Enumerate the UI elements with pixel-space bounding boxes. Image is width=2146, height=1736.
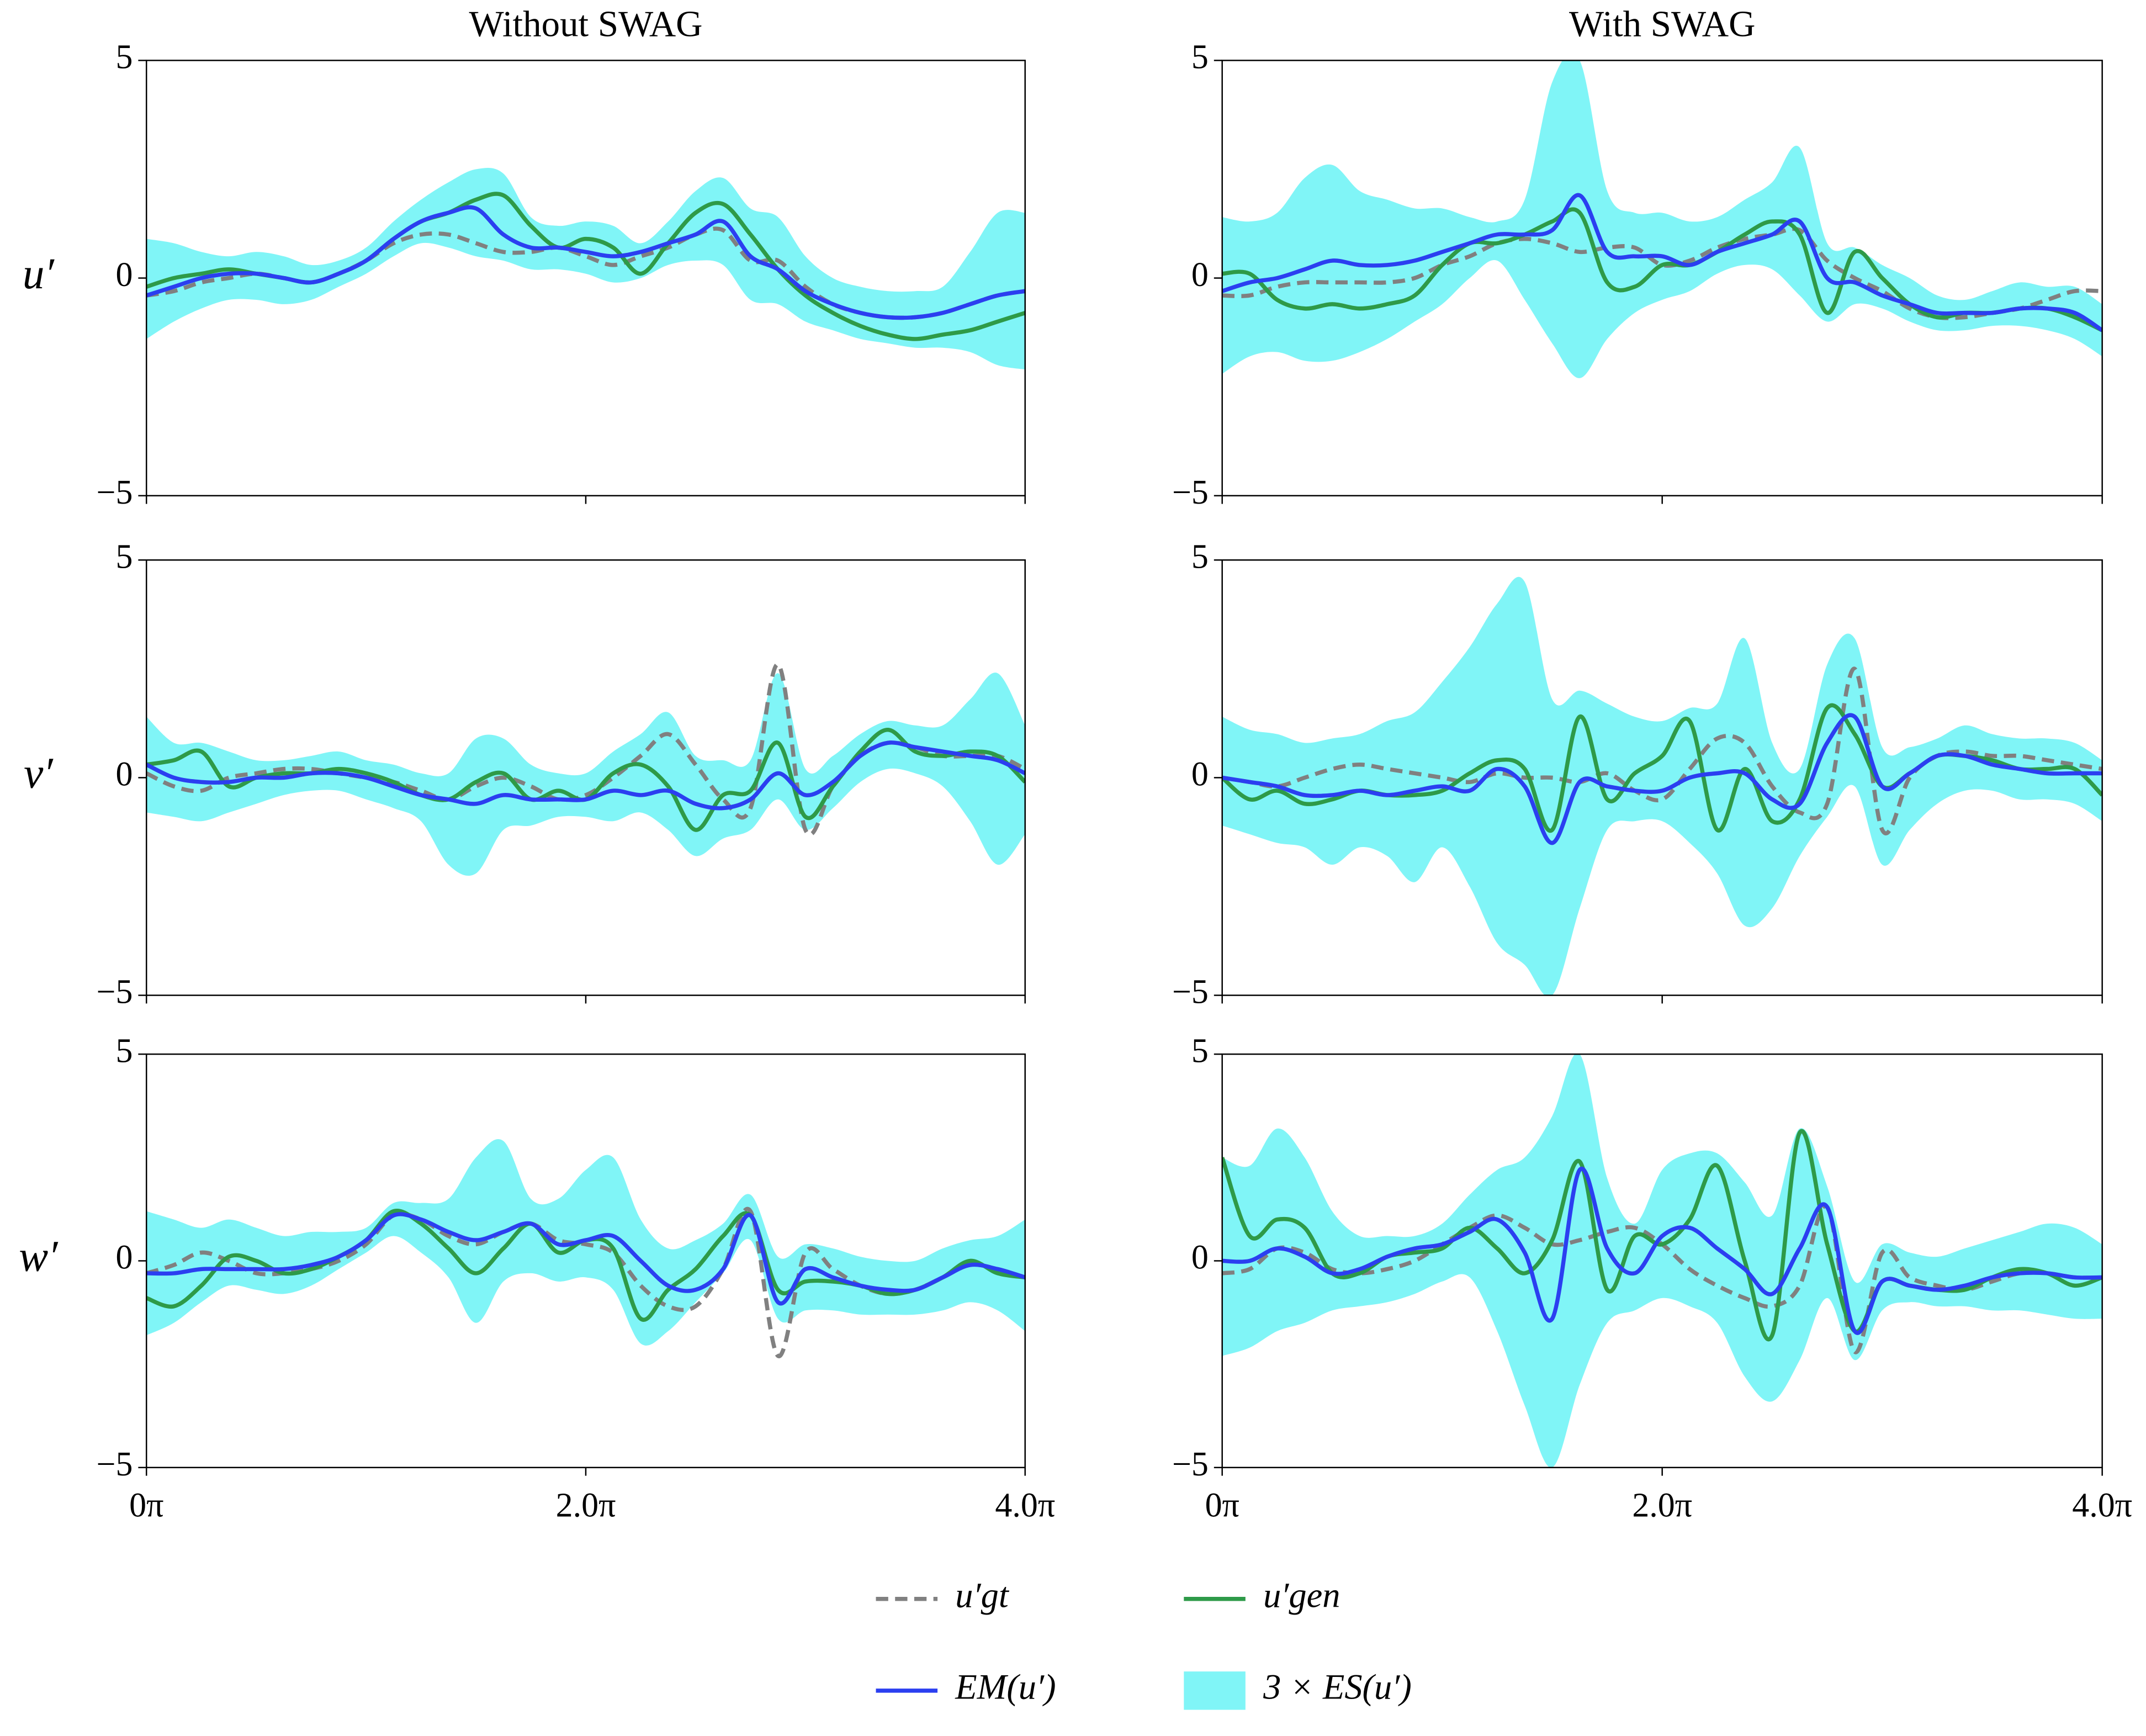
y-tick-label: −5 bbox=[97, 474, 133, 511]
legend-label: 3 × ES(u′) bbox=[1263, 1668, 1412, 1707]
y-axis-label: v′ bbox=[24, 749, 54, 798]
y-tick-label: 5 bbox=[1191, 538, 1209, 575]
y-tick-label: 5 bbox=[115, 1032, 133, 1070]
x-tick-label: 0π bbox=[129, 1486, 163, 1524]
y-tick-label: 0 bbox=[1191, 756, 1209, 793]
series-line bbox=[1222, 1166, 2102, 1335]
y-tick-label: 0 bbox=[1191, 256, 1209, 294]
ground-truth-line bbox=[1222, 226, 2102, 320]
uncertainty-band bbox=[1222, 576, 2102, 996]
legend-label: EM(u′) bbox=[955, 1668, 1056, 1707]
y-tick-label: 0 bbox=[115, 756, 133, 793]
uncertainty-band bbox=[1222, 1054, 2102, 1468]
series-line bbox=[146, 205, 1025, 320]
panel-title: Without SWAG bbox=[469, 3, 702, 44]
y-tick-label: 5 bbox=[115, 39, 133, 76]
x-tick-label: 2.0π bbox=[1632, 1486, 1692, 1524]
uncertainty-band bbox=[1222, 60, 2102, 378]
y-tick-label: −5 bbox=[97, 973, 133, 1011]
y-axis-label: w′ bbox=[19, 1232, 59, 1281]
x-tick-label: 4.0π bbox=[995, 1486, 1055, 1524]
y-tick-label: 5 bbox=[1191, 1032, 1209, 1070]
legend-label: u′gt bbox=[955, 1576, 1010, 1615]
ground-truth-line bbox=[1222, 1204, 2102, 1354]
plot-area bbox=[146, 1139, 1025, 1358]
y-tick-label: 0 bbox=[115, 256, 133, 294]
panel-title: With SWAG bbox=[1569, 3, 1755, 44]
legend-label: u′gen bbox=[1263, 1576, 1340, 1615]
plot-area bbox=[1222, 576, 2102, 996]
series-line bbox=[1222, 713, 2102, 845]
y-tick-label: 0 bbox=[115, 1239, 133, 1277]
plot-area bbox=[1222, 1054, 2102, 1468]
series-line bbox=[1222, 207, 2102, 332]
x-tick-label: 2.0π bbox=[556, 1486, 616, 1524]
x-tick-label: 0π bbox=[1205, 1486, 1239, 1524]
plot-area bbox=[146, 168, 1025, 370]
plot-area bbox=[146, 662, 1025, 876]
uncertainty-band bbox=[146, 168, 1025, 370]
y-axis-label: u′ bbox=[23, 250, 55, 298]
series-line bbox=[146, 1212, 1025, 1306]
series-line bbox=[146, 740, 1025, 811]
plot-area bbox=[1222, 60, 2102, 378]
legend-swatch bbox=[1184, 1671, 1246, 1710]
y-tick-label: −5 bbox=[1172, 973, 1209, 1011]
y-tick-label: 0 bbox=[1191, 1239, 1209, 1277]
y-tick-label: 5 bbox=[115, 538, 133, 575]
series-line bbox=[1222, 193, 2102, 332]
y-tick-label: −5 bbox=[97, 1446, 133, 1483]
y-tick-label: −5 bbox=[1172, 1446, 1209, 1483]
y-tick-label: 5 bbox=[1191, 39, 1209, 76]
y-tick-label: −5 bbox=[1172, 474, 1209, 511]
x-tick-label: 4.0π bbox=[2072, 1486, 2132, 1524]
